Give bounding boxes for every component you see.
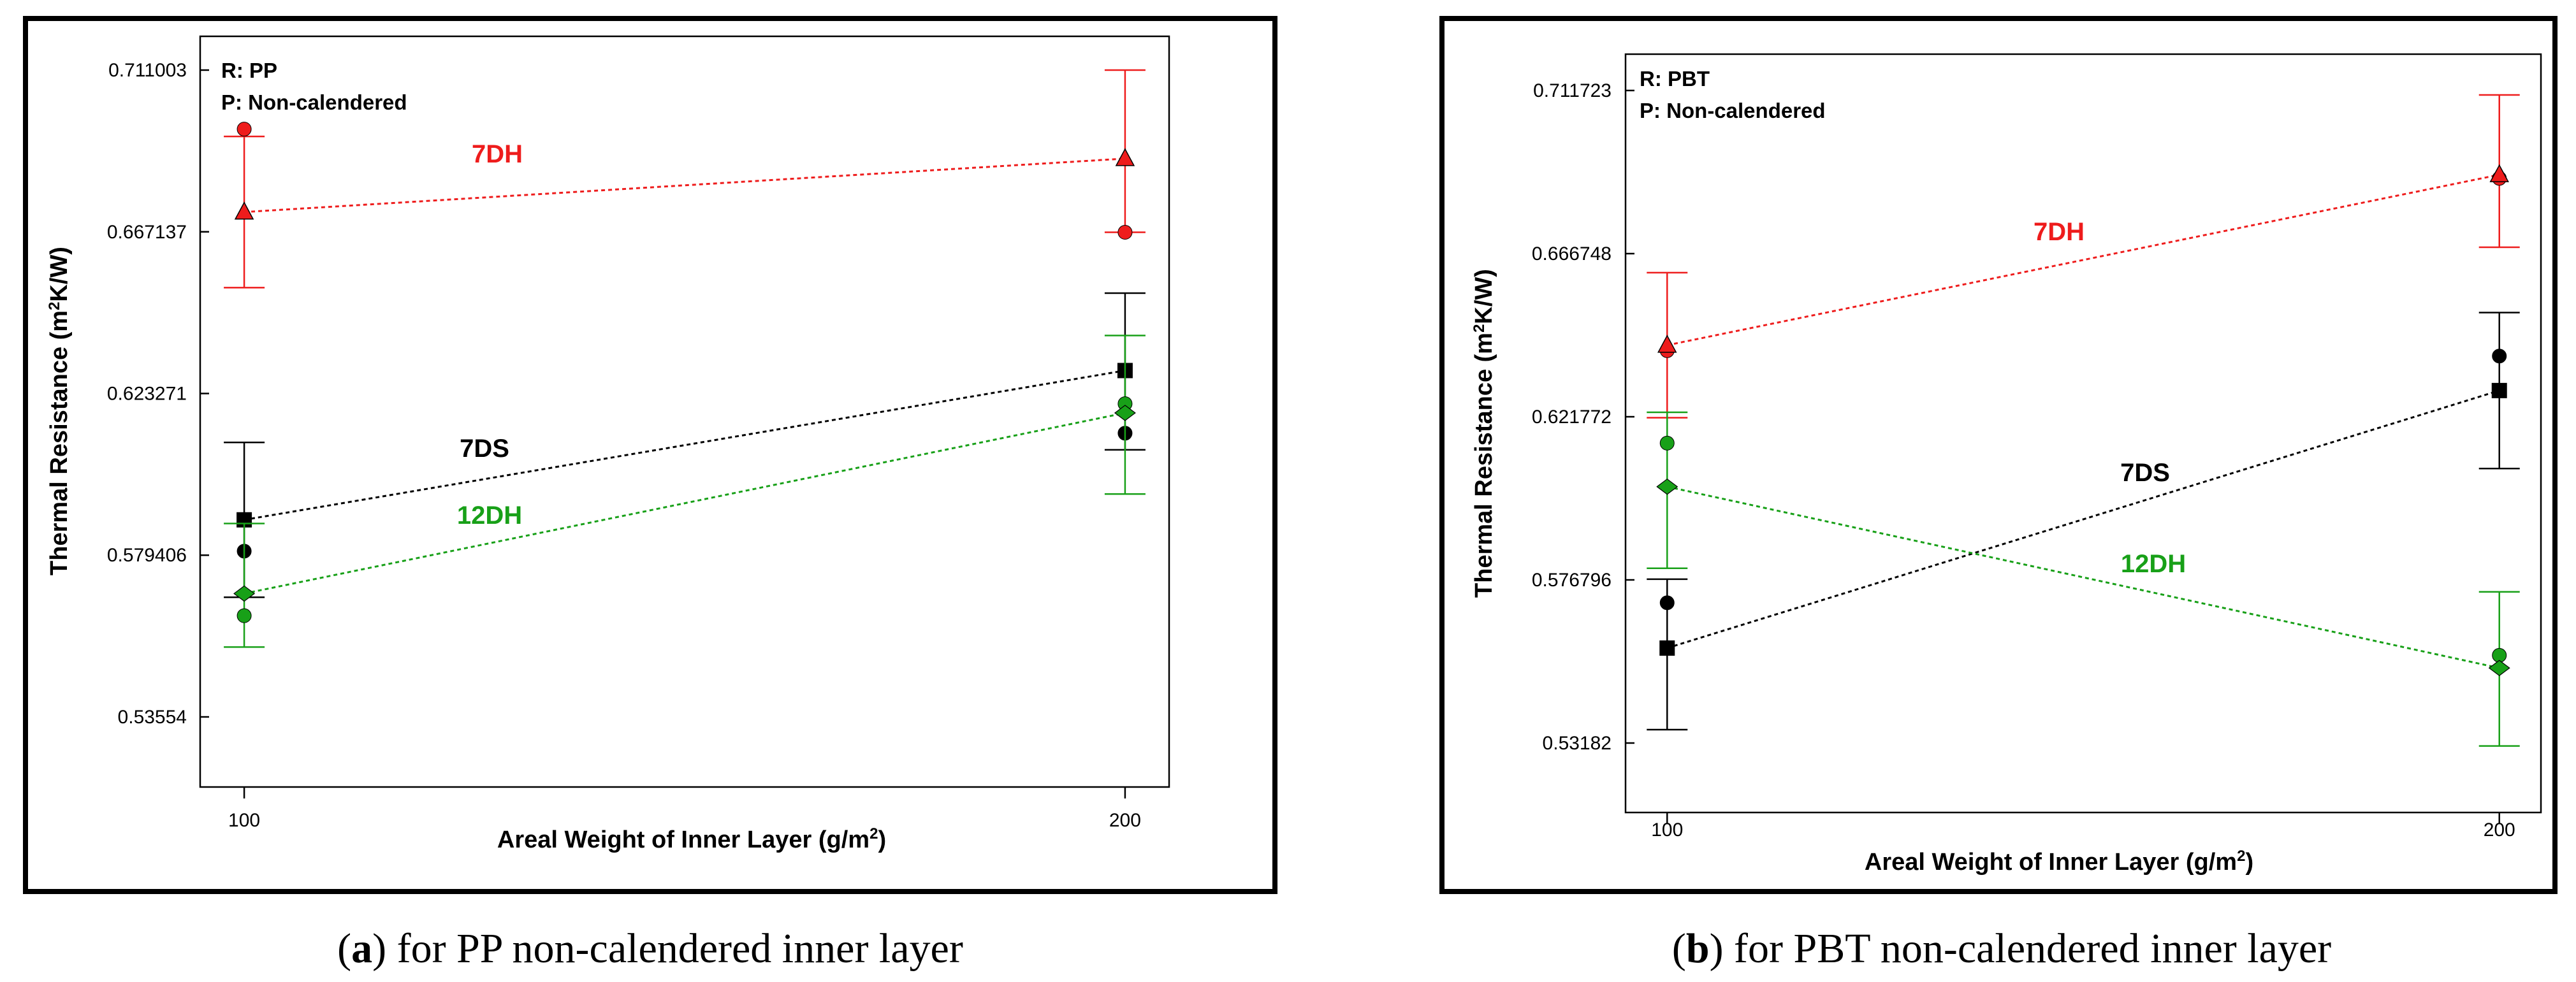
predicted-marker — [233, 585, 256, 602]
y-tick-label: 0.711003 — [108, 60, 187, 81]
panel-b-legend-response: R: PBT — [1640, 67, 1710, 90]
panel-b: 0.531820.5767960.6217720.6667480.711723 … — [1439, 16, 2558, 972]
y-tick-label: 0.53182 — [1543, 733, 1612, 754]
predicted-marker — [1115, 148, 1135, 166]
predicted-marker — [2489, 164, 2509, 182]
x-tick-label: 100 — [228, 810, 260, 831]
series-12dh: 12DH — [1647, 411, 2520, 747]
fit-line — [1666, 389, 2500, 649]
panel-b-caption: (b) for PBT non-calendered inner layer — [1672, 925, 2331, 972]
series-7dh: 7DH — [1647, 94, 2520, 419]
panel-a-series: 7DH 7DS 12DH — [224, 69, 1146, 648]
observed-point — [1117, 225, 1133, 240]
observed-point — [2492, 349, 2507, 364]
panel-a-plot-area — [199, 35, 1170, 788]
observed-point — [1659, 435, 1675, 451]
series-7dh: 7DH — [224, 69, 1146, 289]
series-label-12dh: 12DH — [2121, 550, 2186, 578]
y-tick-label: 0.623271 — [107, 384, 187, 405]
observed-point — [236, 122, 252, 137]
fit-line — [1666, 173, 2500, 347]
series-7ds: 7DS — [1647, 312, 2520, 731]
y-tick-label: 0.711723 — [1533, 80, 1612, 101]
panel-b-legend-condition: P: Non-calendered — [1640, 99, 1826, 122]
predicted-marker — [1114, 405, 1136, 421]
fit-line — [244, 412, 1126, 595]
panel-a-x-ticks: 100 200 — [228, 787, 1141, 831]
panel-b-x-ticks: 100 200 — [1651, 812, 2515, 841]
panel-a-caption-letter: a — [351, 925, 372, 972]
panel-b-y-axis-label: Thermal Resistance (m2K/W) — [1471, 269, 1497, 598]
series-label-7ds: 7DS — [2120, 459, 2170, 487]
panel-a-legend-response: R: PP — [221, 59, 277, 82]
y-tick-label: 0.667137 — [107, 222, 187, 243]
panel-a-x-axis-label: Areal Weight of Inner Layer (g/m2) — [497, 825, 886, 853]
panel-a-y-ticks: 0.53554 0.579406 0.623271 0.667137 0.711003 — [107, 60, 209, 728]
predicted-marker — [2491, 382, 2507, 398]
series-label-7ds: 7DS — [460, 435, 509, 463]
predicted-marker — [2488, 660, 2510, 677]
panel-b-caption-letter: b — [1686, 925, 1710, 972]
panel-a-caption: (a) for PP non-calendered inner layer — [337, 925, 963, 972]
series-label-7dh: 7DH — [472, 140, 523, 168]
x-tick-label: 100 — [1651, 820, 1683, 841]
predicted-marker — [234, 201, 254, 220]
predicted-marker — [1656, 478, 1678, 495]
x-tick-label: 200 — [1109, 810, 1141, 831]
panel-b-plot-area — [1624, 53, 2542, 814]
panel-a: 0.535540.5794060.6232710.6671370.711003 … — [23, 16, 1277, 972]
panel-a-legend-condition: P: Non-calendered — [221, 90, 407, 114]
fit-line — [1666, 486, 2500, 669]
y-tick-label: 0.666748 — [1532, 243, 1612, 264]
series-12dh: 12DH — [224, 335, 1146, 648]
series-label-12dh: 12DH — [457, 502, 522, 530]
y-tick-label: 0.576796 — [1532, 570, 1612, 591]
y-tick-label: 0.621772 — [1532, 407, 1612, 428]
panel-b-x-axis-label: Areal Weight of Inner Layer (g/m2) — [1865, 848, 2253, 876]
panel-a-y-axis-label: Thermal Resistance (m2K/W) — [46, 247, 73, 575]
fit-line — [244, 369, 1126, 521]
x-tick-label: 200 — [2484, 820, 2515, 841]
y-tick-label: 0.579406 — [107, 545, 187, 566]
panel-a-caption-text: for PP non-calendered inner layer — [397, 925, 963, 972]
panel-b-series: 7DH 7DS 12DH — [1647, 94, 2520, 747]
predicted-marker — [1657, 335, 1677, 353]
series-label-7dh: 7DH — [2034, 218, 2085, 246]
observed-point — [236, 608, 252, 623]
observed-point — [1659, 595, 1675, 610]
y-tick-label: 0.53554 — [118, 707, 187, 728]
predicted-marker — [1659, 640, 1675, 656]
panel-b-caption-text: for PBT non-calendered inner layer — [1734, 925, 2331, 972]
panel-b-y-ticks: 0.53182 0.576796 0.621772 0.666748 0.711723 — [1532, 80, 1634, 754]
